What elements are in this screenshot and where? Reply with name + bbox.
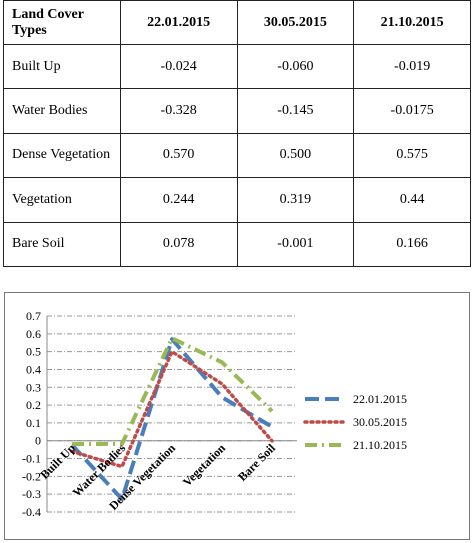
cell-value: -0.019 bbox=[353, 43, 471, 90]
cell-value: 0.500 bbox=[236, 132, 355, 179]
table-row: Bare Soil 0.078 -0.001 0.166 bbox=[3, 221, 471, 268]
x-category-label: Bare Soil bbox=[235, 440, 278, 483]
cell-value: -0.001 bbox=[236, 221, 355, 268]
table-row: Vegetation 0.244 0.319 0.44 bbox=[3, 177, 471, 223]
x-category-label: Built Up bbox=[37, 441, 78, 482]
cell-value: 0.570 bbox=[119, 132, 238, 179]
header-land-cover-types: Land Cover Types bbox=[3, 0, 121, 45]
y-tick-label: 0 bbox=[35, 434, 41, 448]
legend-label: 30.05.2015 bbox=[353, 415, 407, 429]
header-date-3: 21.10.2015 bbox=[353, 0, 471, 45]
cell-value: -0.024 bbox=[119, 43, 238, 90]
cell-value: -0.060 bbox=[236, 43, 355, 90]
row-label: Dense Vegetation bbox=[3, 132, 121, 179]
cell-value: 0.575 bbox=[353, 132, 471, 179]
table-header-row: Land Cover Types 22.01.2015 30.05.2015 2… bbox=[3, 0, 471, 45]
row-label: Built Up bbox=[3, 43, 121, 90]
legend-label: 22.01.2015 bbox=[353, 392, 407, 406]
y-tick-label: 0.3 bbox=[26, 380, 41, 394]
cell-value: 0.319 bbox=[236, 177, 355, 223]
row-label: Bare Soil bbox=[3, 221, 121, 268]
cell-value: 0.166 bbox=[353, 221, 471, 268]
cell-value: 0.078 bbox=[119, 221, 238, 268]
cell-value: 0.244 bbox=[119, 177, 238, 223]
y-tick-label: -0.4 bbox=[22, 505, 41, 519]
row-label: Vegetation bbox=[3, 177, 121, 223]
table-row: Water Bodies -0.328 -0.145 -0.0175 bbox=[3, 88, 471, 134]
cell-value: -0.145 bbox=[236, 88, 355, 134]
y-tick-label: -0.1 bbox=[22, 452, 41, 466]
cell-value: 0.44 bbox=[353, 177, 471, 223]
cell-value: -0.328 bbox=[119, 88, 238, 134]
chart-canvas: 0.7 0.6 0.5 0.4 0.3 0.2 0.1 0 -0.1 -0.2 -0.3 -0.4 Bu… bbox=[22, 309, 407, 519]
series-line-2 bbox=[71, 336, 274, 447]
y-tick-label: 0.1 bbox=[26, 416, 41, 430]
y-tick-label: 0.2 bbox=[26, 398, 41, 412]
y-tick-label: 0.6 bbox=[26, 327, 41, 341]
cell-value: -0.0175 bbox=[353, 88, 471, 134]
table-row: Built Up -0.024 -0.060 -0.019 bbox=[3, 43, 471, 90]
y-tick-label: -0.3 bbox=[22, 487, 41, 501]
y-tick-label: 0.7 bbox=[26, 309, 41, 323]
y-tick-label: 0.5 bbox=[26, 345, 41, 359]
header-date-2: 30.05.2015 bbox=[236, 0, 355, 45]
line-chart: 0.7 0.6 0.5 0.4 0.3 0.2 0.1 0 -0.1 -0.2 -0.3 -0.4 Bu… bbox=[4, 292, 470, 540]
y-tick-label: -0.2 bbox=[22, 469, 41, 483]
y-tick-label: 0.4 bbox=[26, 362, 41, 376]
legend-label: 21.10.2015 bbox=[353, 438, 407, 452]
x-category-label: Vegetation bbox=[180, 441, 228, 489]
header-date-1: 22.01.2015 bbox=[119, 0, 238, 45]
ndvi-table: Land Cover Types 22.01.2015 30.05.2015 2… bbox=[3, 0, 471, 268]
table-row: Dense Vegetation 0.570 0.500 0.575 bbox=[3, 132, 471, 179]
row-label: Water Bodies bbox=[3, 88, 121, 134]
